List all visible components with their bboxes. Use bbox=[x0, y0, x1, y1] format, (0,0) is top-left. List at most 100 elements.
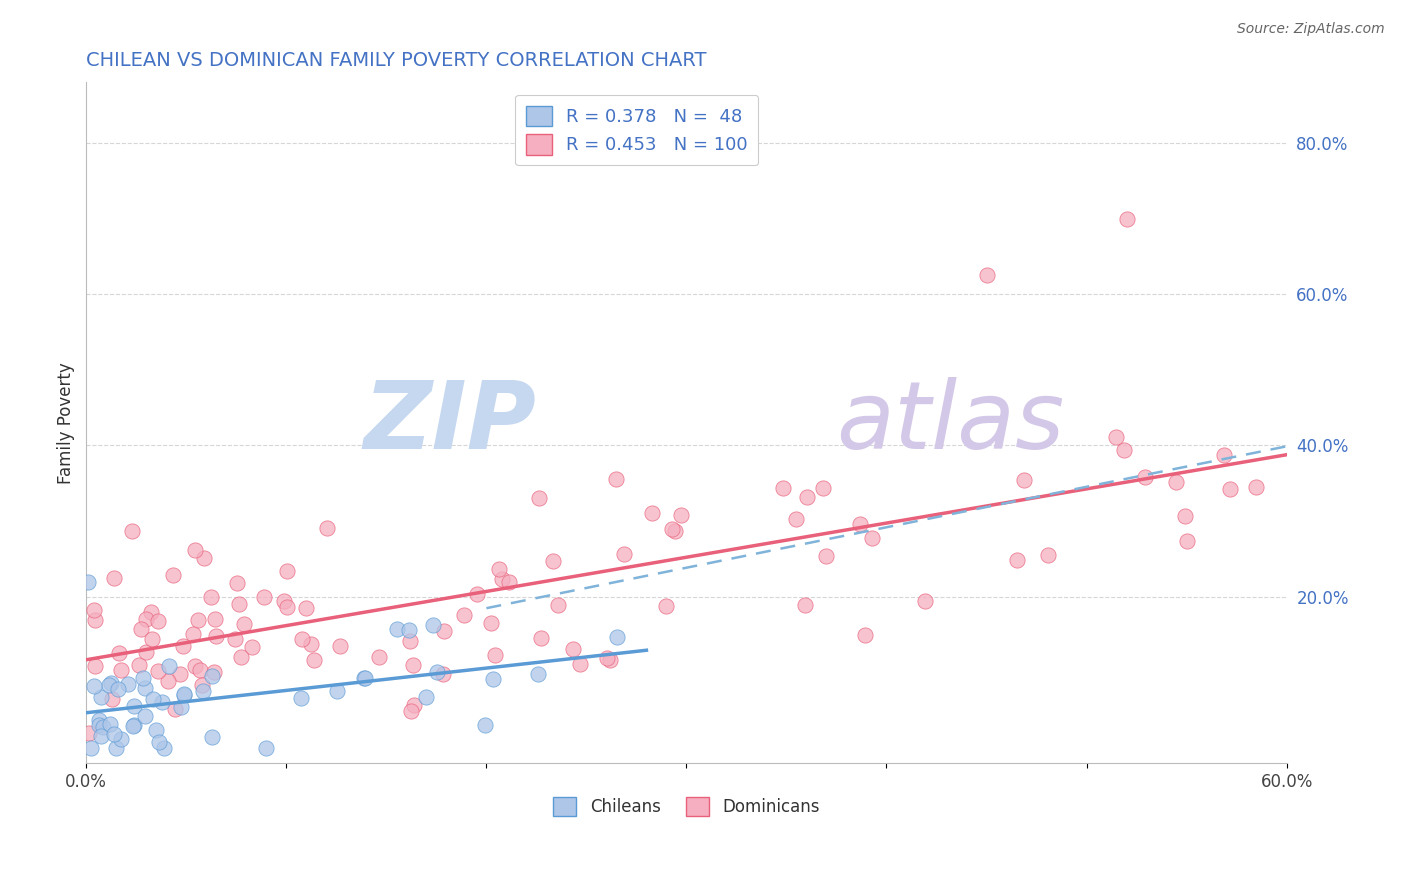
Point bbox=[134, 708, 156, 723]
Point bbox=[139, 605, 162, 619]
Point bbox=[77, 574, 100, 589]
Point bbox=[599, 653, 621, 667]
Point bbox=[1175, 533, 1198, 548]
Point bbox=[121, 524, 143, 538]
Point bbox=[77, 726, 100, 740]
Point bbox=[90, 729, 112, 743]
Point bbox=[404, 698, 426, 712]
Point bbox=[254, 741, 277, 756]
Point bbox=[229, 649, 252, 664]
Point bbox=[641, 506, 664, 520]
Text: CHILEAN VS DOMINICAN FAMILY POVERTY CORRELATION CHART: CHILEAN VS DOMINICAN FAMILY POVERTY CORR… bbox=[86, 51, 707, 70]
Point bbox=[527, 491, 550, 505]
Point bbox=[90, 690, 112, 705]
Point bbox=[91, 720, 114, 734]
Point bbox=[225, 576, 247, 591]
Point bbox=[474, 718, 496, 732]
Point bbox=[83, 603, 105, 617]
Point bbox=[157, 658, 180, 673]
Point bbox=[240, 640, 263, 655]
Point bbox=[190, 677, 212, 691]
Point bbox=[184, 658, 207, 673]
Point bbox=[814, 549, 837, 563]
Point bbox=[80, 741, 103, 756]
Point bbox=[193, 684, 215, 698]
Point bbox=[399, 705, 422, 719]
Point bbox=[162, 568, 184, 582]
Point bbox=[142, 692, 165, 706]
Point bbox=[299, 637, 322, 651]
Point bbox=[98, 717, 121, 731]
Point bbox=[97, 678, 120, 692]
Y-axis label: Family Poverty: Family Poverty bbox=[58, 362, 75, 483]
Point bbox=[105, 741, 128, 756]
Point bbox=[165, 702, 187, 716]
Point bbox=[204, 630, 226, 644]
Point bbox=[156, 673, 179, 688]
Point bbox=[173, 688, 195, 702]
Point bbox=[482, 672, 505, 686]
Point bbox=[488, 561, 510, 575]
Point bbox=[1219, 482, 1241, 496]
Point bbox=[169, 667, 191, 681]
Point bbox=[1164, 475, 1187, 490]
Point bbox=[128, 658, 150, 673]
Point bbox=[103, 570, 125, 584]
Point bbox=[122, 699, 145, 714]
Point bbox=[399, 633, 422, 648]
Point bbox=[1036, 548, 1059, 562]
Point bbox=[193, 551, 215, 566]
Point bbox=[204, 611, 226, 625]
Point bbox=[433, 624, 456, 639]
Text: Source: ZipAtlas.com: Source: ZipAtlas.com bbox=[1237, 22, 1385, 37]
Point bbox=[107, 646, 129, 660]
Point bbox=[253, 590, 276, 604]
Point bbox=[181, 627, 204, 641]
Point bbox=[479, 616, 502, 631]
Point bbox=[87, 713, 110, 727]
Point bbox=[569, 657, 592, 671]
Point bbox=[914, 593, 936, 607]
Point bbox=[201, 669, 224, 683]
Point bbox=[172, 639, 194, 653]
Point bbox=[291, 632, 314, 646]
Point bbox=[432, 667, 454, 681]
Point bbox=[117, 677, 139, 691]
Point bbox=[124, 718, 146, 732]
Point bbox=[1005, 553, 1028, 567]
Point bbox=[530, 631, 553, 645]
Point bbox=[148, 614, 170, 628]
Point bbox=[385, 623, 408, 637]
Point bbox=[1133, 469, 1156, 483]
Point bbox=[772, 481, 794, 495]
Point bbox=[796, 491, 818, 505]
Point bbox=[84, 659, 107, 673]
Text: ZIP: ZIP bbox=[364, 376, 537, 468]
Point bbox=[103, 726, 125, 740]
Point bbox=[541, 554, 564, 568]
Text: atlas: atlas bbox=[837, 377, 1064, 468]
Point bbox=[498, 575, 520, 590]
Point bbox=[1112, 442, 1135, 457]
Point bbox=[101, 692, 124, 706]
Point bbox=[316, 521, 339, 535]
Point bbox=[1213, 449, 1236, 463]
Point bbox=[201, 731, 224, 745]
Point bbox=[148, 734, 170, 748]
Point bbox=[326, 684, 349, 698]
Point bbox=[453, 607, 475, 622]
Point bbox=[173, 687, 195, 701]
Point bbox=[141, 632, 163, 646]
Point bbox=[491, 572, 513, 586]
Point bbox=[302, 653, 325, 667]
Point bbox=[654, 599, 676, 614]
Point bbox=[295, 601, 318, 615]
Point bbox=[228, 597, 250, 611]
Point bbox=[862, 531, 884, 545]
Point bbox=[354, 671, 377, 685]
Point bbox=[465, 586, 488, 600]
Point bbox=[595, 650, 617, 665]
Point bbox=[290, 691, 312, 706]
Point bbox=[87, 718, 110, 732]
Point bbox=[976, 268, 998, 283]
